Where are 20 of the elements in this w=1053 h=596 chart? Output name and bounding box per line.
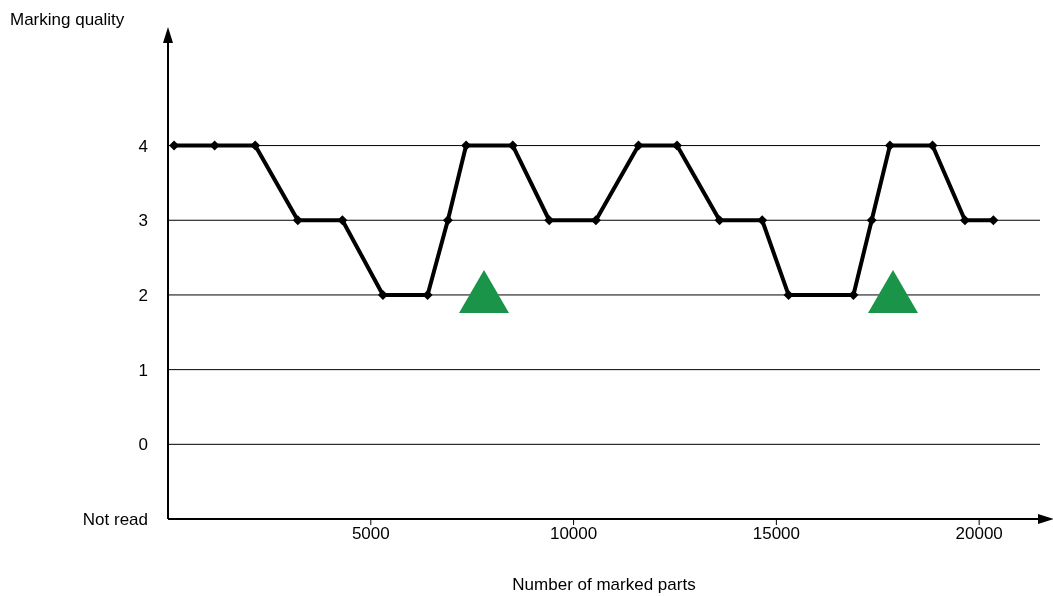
x-tick-label: 5000 — [351, 524, 390, 544]
y-tick-label: 2 — [138, 285, 148, 305]
point — [959, 215, 970, 226]
y-axis-title: Marking quality — [10, 10, 125, 30]
y-tick-label: 1 — [138, 360, 148, 380]
point — [292, 215, 303, 226]
point — [442, 215, 453, 226]
y-tick-label: 4 — [138, 136, 148, 156]
y-tick-label: 0 — [138, 435, 148, 455]
point — [884, 140, 895, 151]
x-tick-label: 20000 — [955, 524, 1003, 544]
x-tick-label: 15000 — [752, 524, 801, 544]
x-axis-title: Number of marked parts — [512, 575, 696, 594]
y-tick-label: Not read — [82, 510, 148, 530]
point — [250, 140, 261, 151]
x-tick-label: 10000 — [549, 524, 598, 544]
point — [866, 215, 877, 226]
point — [672, 140, 682, 151]
point — [757, 215, 768, 226]
y-tick-label: 3 — [138, 211, 148, 231]
